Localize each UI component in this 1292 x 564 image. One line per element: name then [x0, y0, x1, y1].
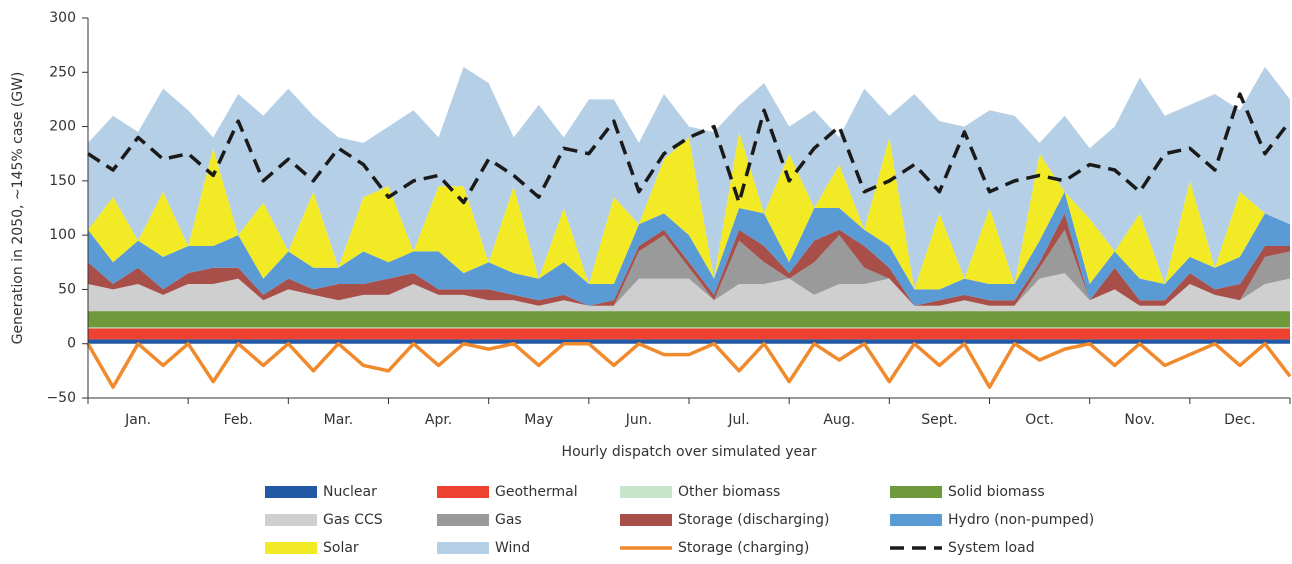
y-tick-label: −50	[46, 390, 76, 406]
x-tick-label: Oct.	[1025, 412, 1054, 428]
legend-swatch	[265, 514, 317, 526]
x-tick-label: Dec.	[1224, 412, 1256, 428]
legend-label: Wind	[495, 540, 530, 556]
load-line	[87, 92, 1292, 205]
legend-item: Storage (charging)	[620, 540, 809, 556]
legend-swatch	[437, 542, 489, 554]
legend-item: Gas CCS	[265, 512, 383, 528]
x-tick-label: May	[524, 412, 553, 428]
legend-item: Wind	[437, 540, 530, 556]
legend-label: Storage (discharging)	[678, 512, 829, 528]
x-tick-label: Feb.	[224, 412, 253, 428]
legend-swatch	[265, 486, 317, 498]
legend-item: Gas	[437, 512, 522, 528]
x-tick-label: Apr.	[425, 412, 452, 428]
x-tick-label: Nov.	[1124, 412, 1155, 428]
legend-swatch	[437, 486, 489, 498]
legend-label: Gas	[495, 512, 522, 528]
x-axis-title: Hourly dispatch over simulated year	[562, 444, 817, 460]
area	[88, 327, 1290, 329]
legend-swatch	[620, 514, 672, 526]
y-tick-label: 50	[58, 281, 76, 297]
x-tick-label: Jan.	[124, 412, 151, 428]
legend-swatch	[265, 542, 317, 554]
area	[88, 328, 1290, 340]
legend-swatch	[437, 514, 489, 526]
legend-label: Nuclear	[323, 484, 377, 500]
legend-label: Gas CCS	[323, 512, 383, 528]
legend-swatch	[890, 486, 942, 498]
legend-item: Geothermal	[437, 484, 578, 500]
legend-swatch	[620, 486, 672, 498]
legend-label: Solar	[323, 540, 359, 556]
x-tick-label: Sept.	[921, 412, 957, 428]
area	[88, 66, 1290, 290]
legend-label: Hydro (non-pumped)	[948, 512, 1094, 528]
area	[88, 213, 1290, 306]
y-tick-label: 150	[49, 173, 76, 189]
area	[88, 273, 1290, 312]
line	[86, 341, 1292, 389]
area	[88, 191, 1290, 306]
plot-area	[86, 66, 1292, 389]
legend-label: Solid biomass	[948, 484, 1045, 500]
area	[88, 339, 1290, 344]
legend-item: Solar	[265, 540, 359, 556]
y-tick-label: 0	[67, 336, 76, 352]
y-tick-label: 300	[49, 10, 76, 26]
legend-label: Geothermal	[495, 484, 578, 500]
legend-item: Other biomass	[620, 484, 780, 500]
legend-label: Storage (charging)	[678, 540, 809, 556]
x-tick-label: Jun.	[625, 412, 652, 428]
y-tick-label: 200	[49, 119, 76, 135]
legend-swatch	[890, 514, 942, 526]
x-tick-label: Mar.	[324, 412, 354, 428]
legend-item: Hydro (non-pumped)	[890, 512, 1094, 528]
y-axis-title: Generation in 2050, ~145% case (GW)	[10, 72, 26, 345]
area	[88, 311, 1290, 328]
y-tick-label: 100	[49, 227, 76, 243]
y-tick-label: 250	[49, 64, 76, 80]
legend-item: Solid biomass	[890, 484, 1045, 500]
legend-label: Other biomass	[678, 484, 780, 500]
legend-item: Nuclear	[265, 484, 377, 500]
legend-item: System load	[890, 540, 1035, 556]
legend-item: Storage (discharging)	[620, 512, 829, 528]
x-tick-label: Aug.	[823, 412, 855, 428]
x-tick-label: Jul.	[727, 412, 749, 428]
area	[88, 132, 1290, 290]
legend-label: System load	[948, 540, 1035, 556]
